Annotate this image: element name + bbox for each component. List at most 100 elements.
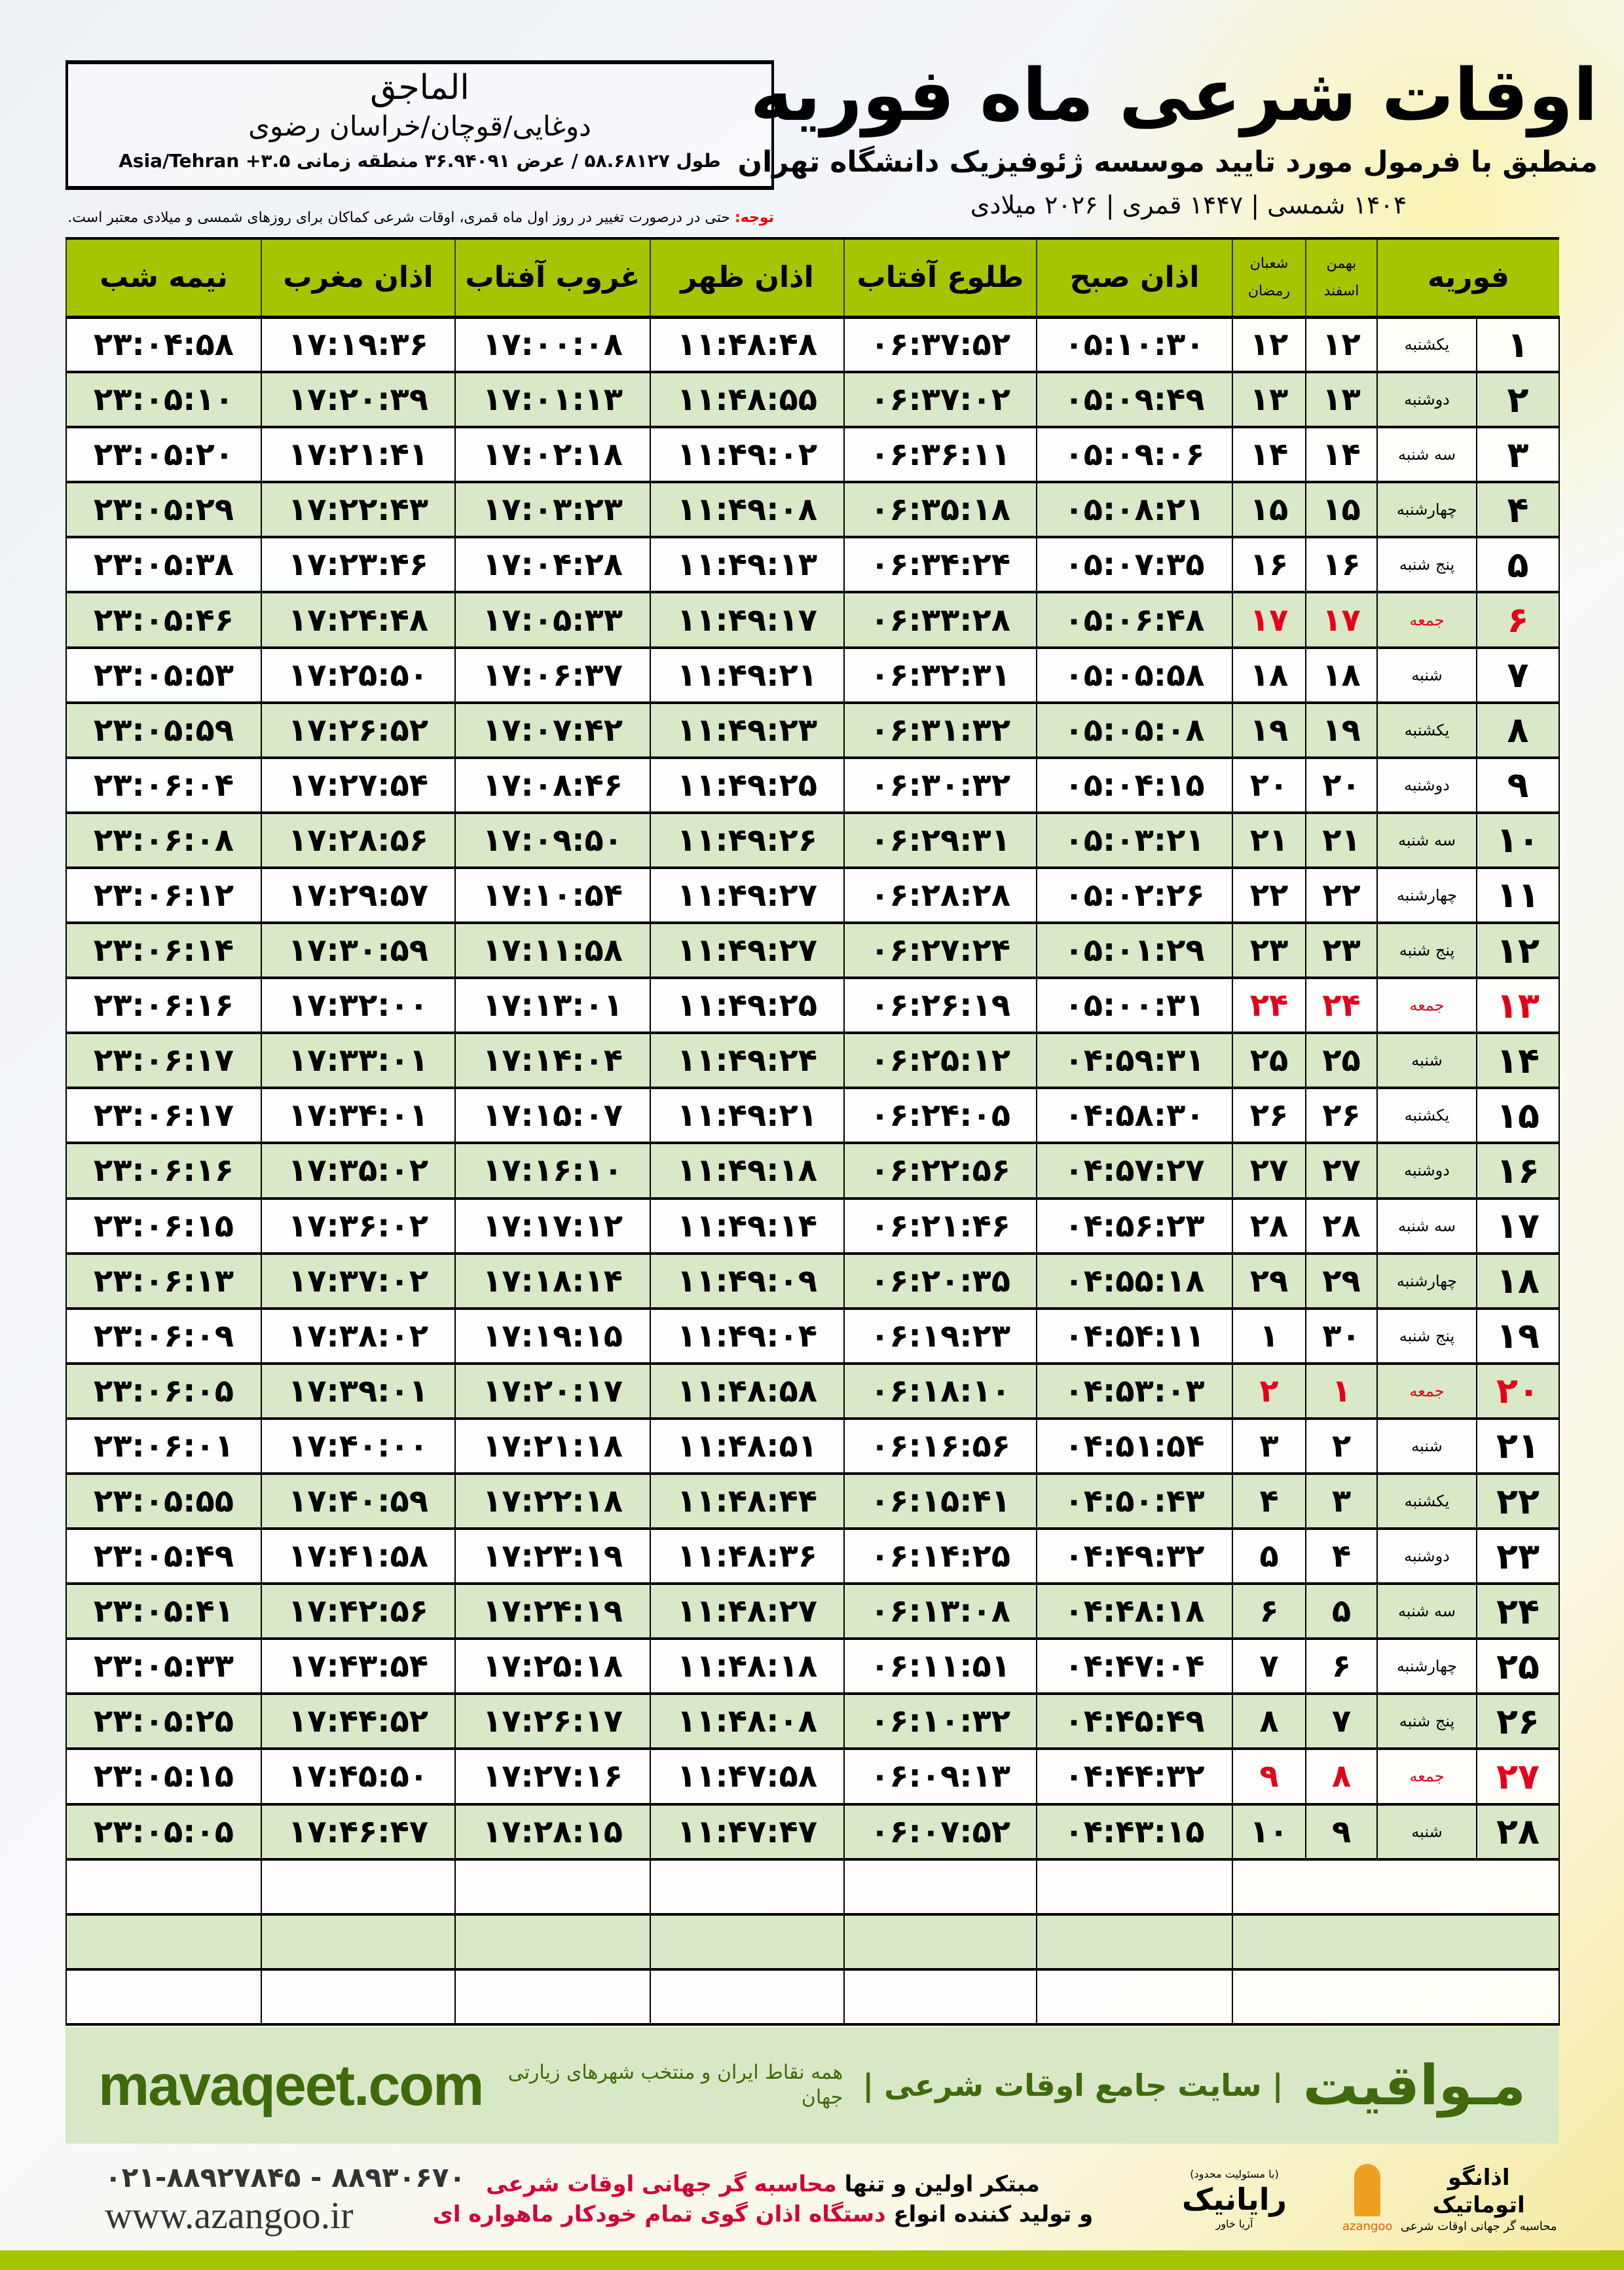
cell-maghrib: ۱۷:۳۰:۵۹ — [261, 922, 456, 980]
cell-qamari: ۶ — [1232, 1583, 1306, 1641]
cell-shamsi: ۱۲ — [1305, 316, 1378, 374]
cell-midnight: ۲۳:۰۴:۵۸ — [65, 316, 262, 374]
rayanik-logo: (با مسئولیت محدود) رایانیک آریا خاور — [1146, 2167, 1323, 2231]
cell-shamsi: ۳۰ — [1305, 1307, 1378, 1365]
cell-qamari: ۱۲ — [1232, 316, 1306, 374]
cell-sunrise: ۰۶:۳۲:۳۱ — [843, 646, 1037, 704]
cell-sunset: ۱۷:۱۷:۱۲ — [454, 1197, 651, 1255]
table-row: ۲۴ سه شنبه ۵ ۶ ۰۴:۴۸:۱۸ ۰۶:۱۳:۰۸ ۱۱:۴۸:۲۷ ۱۷:۲۴… — [65, 1583, 1560, 1641]
empty-row — [65, 1913, 1560, 1971]
cell-dhuhr: ۱۱:۴۹:۲۴ — [650, 1032, 845, 1090]
rayanik-note: (با مسئولیت محدود) — [1190, 2168, 1279, 2180]
footer-website[interactable]: www.azangoo.ir — [105, 2194, 354, 2237]
azangoo-en: azangoo — [1342, 2220, 1393, 2233]
cell-qamari: ۳ — [1232, 1417, 1306, 1475]
cell-midnight: ۲۳:۰۵:۲۰ — [65, 426, 262, 484]
cell-weekday: یکشنبه — [1376, 316, 1477, 374]
cell-midnight: ۲۳:۰۶:۰۱ — [65, 1417, 262, 1475]
cell-day: ۲۸ — [1476, 1803, 1560, 1861]
cell-midnight: ۲۳:۰۵:۱۵ — [65, 1748, 262, 1806]
cell-shamsi: ۲۲ — [1305, 866, 1378, 925]
cell-weekday: چهارشنبه — [1376, 1252, 1477, 1310]
cell-shamsi: ۴ — [1305, 1528, 1378, 1586]
table-row: ۲۵ چهارشنبه ۶ ۷ ۰۴:۴۷:۰۴ ۰۶:۱۱:۵۱ ۱۱:۴۸:۱۸ ۱۷:۲… — [65, 1638, 1560, 1696]
cell-fajr: ۰۴:۴۵:۴۹ — [1036, 1693, 1233, 1751]
col-fajr: اذان صبح — [1036, 237, 1232, 319]
cell-maghrib: ۱۷:۳۴:۰۱ — [261, 1087, 456, 1145]
cell-dhuhr: ۱۱:۴۹:۲۱ — [650, 646, 845, 704]
cell-midnight: ۲۳:۰۶:۱۷ — [65, 1087, 262, 1145]
cell-day: ۱۲ — [1476, 922, 1560, 980]
cell-midnight: ۲۳:۰۶:۰۸ — [65, 811, 262, 869]
cell-weekday: شنبه — [1376, 1417, 1477, 1475]
cell-midnight: ۲۳:۰۵:۳۳ — [65, 1638, 262, 1696]
cell-sunset: ۱۷:۰۵:۳۳ — [454, 591, 651, 649]
cell-qamari: ۱۷ — [1232, 591, 1306, 649]
cell-qamari: ۴ — [1232, 1472, 1306, 1531]
cell-maghrib: ۱۷:۳۲:۰۰ — [261, 977, 456, 1035]
cell-sunrise: ۰۶:۲۰:۳۵ — [843, 1252, 1037, 1310]
cell-qamari: ۸ — [1232, 1693, 1306, 1751]
table-row: ۱۳ جمعه ۲۴ ۲۴ ۰۵:۰۰:۳۱ ۰۶:۲۶:۱۹ ۱۱:۴۹:۲۵ ۱۷:۱۳:… — [65, 977, 1560, 1035]
cell-midnight: ۲۳:۰۶:۱۳ — [65, 1252, 262, 1310]
cell-sunrise: ۰۶:۲۲:۵۶ — [843, 1142, 1037, 1200]
cell-qamari: ۲۶ — [1232, 1087, 1306, 1145]
cell-fajr: ۰۴:۴۹:۳۲ — [1036, 1528, 1233, 1586]
col-sunrise: طلوع آفتاب — [843, 237, 1037, 319]
cell-maghrib: ۱۷:۴۶:۴۷ — [261, 1803, 456, 1861]
cell-qamari: ۲۲ — [1232, 866, 1306, 925]
cell-weekday: شنبه — [1376, 646, 1477, 704]
cell-fajr: ۰۴:۵۹:۳۱ — [1036, 1032, 1233, 1090]
cell-sunrise: ۰۶:۳۷:۵۲ — [843, 316, 1037, 374]
cell-sunrise: ۰۶:۳۷:۰۲ — [843, 371, 1037, 429]
cell-maghrib: ۱۷:۲۷:۵۴ — [261, 756, 456, 814]
cell-dhuhr: ۱۱:۴۸:۴۴ — [650, 1472, 845, 1531]
cell-maghrib: ۱۷:۴۰:۵۹ — [261, 1472, 456, 1531]
table-row: ۱۹ پنج شنبه ۳۰ ۱ ۰۴:۵۴:۱۱ ۰۶:۱۹:۲۳ ۱۱:۴۹:۰۴ ۱۷:… — [65, 1307, 1560, 1365]
cell-fajr: ۰۵:۰۹:۴۹ — [1036, 371, 1233, 429]
bottom-bar — [0, 2250, 1624, 2270]
cell-fajr: ۰۵:۰۴:۱۵ — [1036, 756, 1233, 814]
cell-maghrib: ۱۷:۳۶:۰۲ — [261, 1197, 456, 1255]
col-midnight: نیمه شب — [65, 237, 261, 319]
col-shamsi: بهمن اسفند — [1305, 237, 1377, 319]
cell-sunrise: ۰۶:۱۱:۵۱ — [843, 1638, 1037, 1696]
table-row: ۴ چهارشنبه ۱۵ ۱۵ ۰۵:۰۸:۲۱ ۰۶:۳۵:۱۸ ۱۱:۴۹:۰۸ ۱۷:… — [65, 481, 1560, 539]
cell-dhuhr: ۱۱:۴۹:۰۴ — [650, 1307, 845, 1365]
cell-maghrib: ۱۷:۲۲:۴۳ — [261, 481, 456, 539]
cell-maghrib: ۱۷:۴۱:۵۸ — [261, 1528, 456, 1586]
cell-sunset: ۱۷:۰۰:۰۸ — [454, 316, 651, 374]
table-row: ۱۷ سه شنبه ۲۸ ۲۸ ۰۴:۵۶:۲۳ ۰۶:۲۱:۴۶ ۱۱:۴۹:۱۴ ۱۷:… — [65, 1197, 1560, 1255]
cell-sunset: ۱۷:۲۳:۱۹ — [454, 1528, 651, 1586]
empty-cell — [1232, 1913, 1560, 1971]
cell-day: ۱۰ — [1476, 811, 1560, 869]
cell-day: ۷ — [1476, 646, 1560, 704]
cell-maghrib: ۱۷:۲۸:۵۶ — [261, 811, 456, 869]
cell-sunrise: ۰۶:۲۶:۱۹ — [843, 977, 1037, 1035]
cell-shamsi: ۲۳ — [1305, 922, 1378, 980]
table-row: ۱۶ دوشنبه ۲۷ ۲۷ ۰۴:۵۷:۲۷ ۰۶:۲۲:۵۶ ۱۱:۴۹:۱۸ ۱۷:۱… — [65, 1142, 1560, 1200]
table-row: ۲۱ شنبه ۲ ۳ ۰۴:۵۱:۵۴ ۰۶:۱۶:۵۶ ۱۱:۴۸:۵۱ ۱۷:۲۱:۱۸… — [65, 1417, 1560, 1475]
cell-shamsi: ۱۳ — [1305, 371, 1378, 429]
cell-sunset: ۱۷:۰۹:۵۰ — [454, 811, 651, 869]
cell-sunset: ۱۷:۲۶:۱۷ — [454, 1693, 651, 1751]
cell-dhuhr: ۱۱:۴۹:۲۷ — [650, 866, 845, 925]
footer: ۰۲۱-۸۸۹۲۷۸۴۵ - ۸۸۹۳۰۶۷۰ www.azangoo.ir م… — [65, 2153, 1559, 2245]
cell-sunrise: ۰۶:۳۵:۱۸ — [843, 481, 1037, 539]
cell-dhuhr: ۱۱:۴۷:۵۸ — [650, 1748, 845, 1806]
cell-shamsi: ۲۰ — [1305, 756, 1378, 814]
cell-maghrib: ۱۷:۱۹:۳۶ — [261, 316, 456, 374]
cell-qamari: ۲ — [1232, 1362, 1306, 1420]
cell-sunset: ۱۷:۱۵:۰۷ — [454, 1087, 651, 1145]
table-row: ۲۳ دوشنبه ۴ ۵ ۰۴:۴۹:۳۲ ۰۶:۱۴:۲۵ ۱۱:۴۸:۳۶ ۱۷:۲۳:… — [65, 1528, 1560, 1586]
col-shamsi-bottom: اسفند — [1323, 282, 1359, 299]
table-header: فوریه بهمن اسفند شعبان رمضان اذان صبح طلوع… — [65, 237, 1559, 319]
cell-maghrib: ۱۷:۲۳:۴۶ — [261, 536, 456, 594]
cell-day: ۱۳ — [1476, 977, 1560, 1035]
title-block: اوقات شرعی ماه فوریه منطبق با فرمول مورد… — [738, 52, 1598, 229]
site-url[interactable]: mavaqeet.com — [98, 2053, 484, 2117]
cell-shamsi: ۲۸ — [1305, 1197, 1378, 1255]
col-sunset: غروب آفتاب — [454, 237, 650, 319]
cell-day: ۱۱ — [1476, 866, 1560, 925]
cell-dhuhr: ۱۱:۴۹:۱۴ — [650, 1197, 845, 1255]
